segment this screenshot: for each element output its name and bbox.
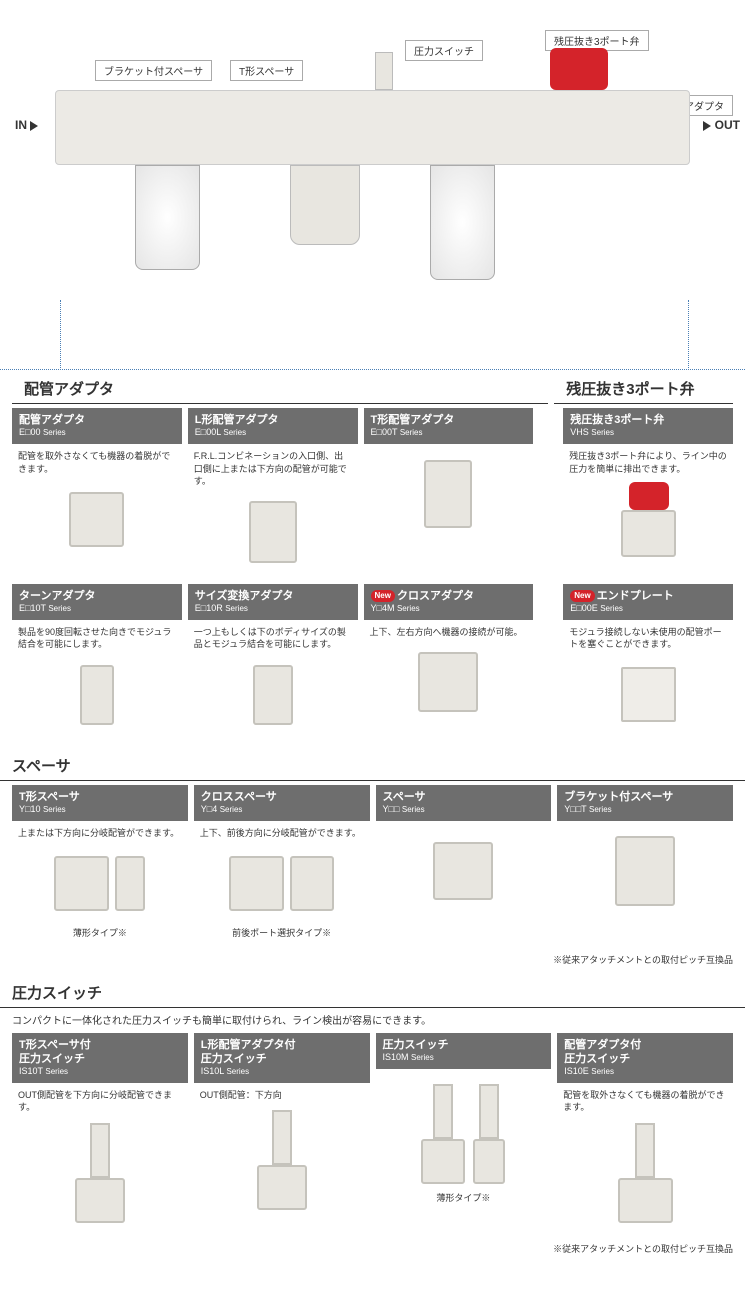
section-sub-pswitch: コンパクトに一体化された圧力スイッチも簡単に取付けられ、ライン検出が容易にできま…: [0, 1012, 745, 1033]
hero-relief-knob: [550, 48, 608, 90]
hero-in-label: IN: [15, 118, 38, 132]
hero-diagram: ブラケット付スペーサ T形スペーサ 圧力スイッチ 残圧抜き3ポート弁 配管アダプ…: [0, 0, 745, 370]
card-cross-spacer: クロススペーサY□4 Series 上下、前後方向に分岐配管ができます。前後ポー…: [194, 785, 370, 945]
img-y4m: [418, 652, 478, 712]
leader-left: [60, 300, 61, 370]
card-is10m: 圧力スイッチIS10M Series 薄形タイプ※: [376, 1033, 552, 1234]
card-l-adapter: L形配管アダプタE□00L Series F.R.L.コンビネーションの入口側、…: [188, 408, 358, 578]
card-is10t: T形スペーサ付 圧力スイッチIS10T Series OUT側配管を下方向に分岐…: [12, 1033, 188, 1234]
hero-lubricator-bowl: [430, 165, 495, 280]
spacer-row: T形スペーサY□10 Series 上または下方向に分岐配管ができます。薄形タイ…: [0, 785, 745, 951]
card-is10l: L形配管アダプタ付 圧力スイッチIS10L Series OUT側配管：下方向: [194, 1033, 370, 1234]
section-title-spacer: スペーサ: [0, 747, 745, 781]
card-piping-adapter: 配管アダプタE□00 Series 配管を取外さなくても機器の着脱ができます。: [12, 408, 182, 578]
pswitch-row: T形スペーサ付 圧力スイッチIS10T Series OUT側配管を下方向に分岐…: [0, 1033, 745, 1240]
card-relief-valve: 残圧抜き3ポート弁VHS Series 残圧抜き3ポート弁により、ライン中の圧力…: [563, 408, 733, 578]
img-e00: [69, 492, 124, 547]
img-e10t: [80, 665, 114, 725]
hero-filter-bowl: [135, 165, 200, 270]
img-e00e: [621, 667, 676, 722]
leader-right: [688, 300, 689, 370]
card-bracket-spacer: ブラケット付スペーサY□□T Series: [557, 785, 733, 945]
card-size-adapter: サイズ変換アダプタE□10R Series 一つ上もしくは下のボディサイズの製品…: [188, 584, 358, 741]
card-is10e: 配管アダプタ付 圧力スイッチIS10E Series 配管を取外さなくても機器の…: [557, 1033, 733, 1234]
callout-bracket: ブラケット付スペーサ: [95, 60, 212, 81]
card-turn-adapter: ターンアダプタE□10T Series 製品を90度回転させた向きでモジュラ結合…: [12, 584, 182, 741]
card-end-plate: NewエンドプレートE□00E Series モジュラ接続しない未使用の配管ポー…: [563, 584, 733, 741]
hero-manifold: [55, 90, 690, 165]
section-title-piping: 配管アダプタ: [12, 370, 548, 404]
card-cross-adapter: NewクロスアダプタY□4M Series 上下、左右方向へ機器の接続が可能。: [364, 584, 534, 741]
card-t-adapter: T形配管アダプタE□00T Series: [364, 408, 534, 578]
card-spacer: スペーサY□□ Series: [376, 785, 552, 945]
img-e10r: [253, 665, 293, 725]
callout-pswitch: 圧力スイッチ: [405, 40, 483, 61]
callout-tspacer: T形スペーサ: [230, 60, 303, 81]
card-t-spacer: T形スペーサY□10 Series 上または下方向に分岐配管ができます。薄形タイ…: [12, 785, 188, 945]
img-e00t: [424, 460, 472, 528]
img-e00l: [249, 501, 297, 563]
piping-row-1: 配管アダプタE□00 Series 配管を取外さなくても機器の着脱ができます。 …: [0, 408, 745, 584]
section-title-pswitch: 圧力スイッチ: [0, 974, 745, 1008]
pswitch-footnote: ※従来アタッチメントとの取付ピッチ互換品: [0, 1240, 745, 1263]
piping-row-2: ターンアダプタE□10T Series 製品を90度回転させた向きでモジュラ結合…: [0, 584, 745, 747]
spacer-footnote: ※従来アタッチメントとの取付ピッチ互換品: [0, 951, 745, 974]
hero-pswitch-unit: [375, 52, 393, 90]
hero-out-label: OUT: [703, 118, 740, 132]
section-title-relief: 残圧抜き3ポート弁: [554, 370, 733, 404]
hero-regulator: [290, 165, 360, 245]
